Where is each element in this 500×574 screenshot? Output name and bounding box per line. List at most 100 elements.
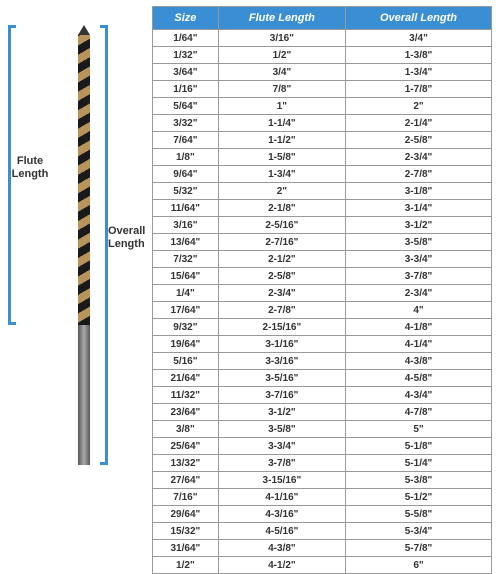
table-cell: 1-3/8" — [346, 47, 492, 64]
drill-diagram: FluteLength OverallLength — [0, 0, 150, 500]
table-row: 5/64"1"2" — [153, 98, 492, 115]
table-cell: 5-5/8" — [346, 506, 492, 523]
table-cell: 7/64" — [153, 132, 219, 149]
table-row: 1/2"4-1/2"6" — [153, 557, 492, 574]
table-cell: 1/2" — [153, 557, 219, 574]
table-cell: 25/64" — [153, 438, 219, 455]
table-cell: 5/32" — [153, 183, 219, 200]
table-row: 13/64"2-7/16"3-5/8" — [153, 234, 492, 251]
table-cell: 7/32" — [153, 251, 219, 268]
table-row: 11/64"2-1/8"3-1/4" — [153, 200, 492, 217]
table-cell: 4-7/8" — [346, 404, 492, 421]
table-cell: 3-7/8" — [218, 455, 345, 472]
table-cell: 4-3/16" — [218, 506, 345, 523]
table-cell: 2-5/8" — [346, 132, 492, 149]
table-row: 15/64"2-5/8"3-7/8" — [153, 268, 492, 285]
table-cell: 5-7/8" — [346, 540, 492, 557]
table-row: 3/8"3-5/8"5" — [153, 421, 492, 438]
table-row: 29/64"4-3/16"5-5/8" — [153, 506, 492, 523]
table-cell: 5-3/8" — [346, 472, 492, 489]
table-row: 1/64"3/16"3/4" — [153, 30, 492, 47]
table-cell: 9/64" — [153, 166, 219, 183]
table-cell: 4-3/8" — [218, 540, 345, 557]
table-cell: 3-1/8" — [346, 183, 492, 200]
table-row: 31/64"4-3/8"5-7/8" — [153, 540, 492, 557]
table-row: 17/64"2-7/8"4" — [153, 302, 492, 319]
table-cell: 19/64" — [153, 336, 219, 353]
table-cell: 17/64" — [153, 302, 219, 319]
table-row: 1/8"1-5/8"2-3/4" — [153, 149, 492, 166]
table-cell: 2-1/4" — [346, 115, 492, 132]
size-table-section: Size Flute Length Overall Length 1/64"3/… — [150, 0, 500, 500]
table-header-row: Size Flute Length Overall Length — [153, 7, 492, 30]
table-cell: 3-1/4" — [346, 200, 492, 217]
table-cell: 2-5/16" — [218, 217, 345, 234]
table-row: 3/32"1-1/4"2-1/4" — [153, 115, 492, 132]
table-cell: 1-7/8" — [346, 81, 492, 98]
table-cell: 13/64" — [153, 234, 219, 251]
table-cell: 5-3/4" — [346, 523, 492, 540]
table-row: 27/64"3-15/16"5-3/8" — [153, 472, 492, 489]
table-row: 19/64"3-1/16"4-1/4" — [153, 336, 492, 353]
table-row: 1/32"1/2"1-3/8" — [153, 47, 492, 64]
table-cell: 1-3/4" — [346, 64, 492, 81]
drill-flute — [78, 35, 90, 325]
overall-length-indicator: OverallLength — [100, 25, 145, 465]
table-row: 15/32"4-5/16"5-3/4" — [153, 523, 492, 540]
table-cell: 3/16" — [153, 217, 219, 234]
table-cell: 5-1/4" — [346, 455, 492, 472]
table-cell: 5" — [346, 421, 492, 438]
table-row: 3/16"2-5/16"3-1/2" — [153, 217, 492, 234]
table-cell: 15/32" — [153, 523, 219, 540]
table-cell: 3-3/4" — [218, 438, 345, 455]
table-cell: 2-7/16" — [218, 234, 345, 251]
table-cell: 3/16" — [218, 30, 345, 47]
table-row: 9/64"1-3/4"2-7/8" — [153, 166, 492, 183]
table-cell: 2-3/4" — [218, 285, 345, 302]
table-cell: 29/64" — [153, 506, 219, 523]
table-cell: 2-1/2" — [218, 251, 345, 268]
table-cell: 13/32" — [153, 455, 219, 472]
table-cell: 2-3/4" — [346, 149, 492, 166]
drill-bit-image — [75, 25, 93, 465]
table-cell: 4-1/8" — [346, 319, 492, 336]
table-cell: 4-5/16" — [218, 523, 345, 540]
table-cell: 1/8" — [153, 149, 219, 166]
table-cell: 4-1/16" — [218, 489, 345, 506]
col-overall-length: Overall Length — [346, 7, 492, 30]
table-cell: 5/64" — [153, 98, 219, 115]
table-cell: 4-1/4" — [346, 336, 492, 353]
table-cell: 1" — [218, 98, 345, 115]
table-cell: 3-5/8" — [346, 234, 492, 251]
table-cell: 15/64" — [153, 268, 219, 285]
table-cell: 3/4" — [218, 64, 345, 81]
table-cell: 23/64" — [153, 404, 219, 421]
table-cell: 1-5/8" — [218, 149, 345, 166]
table-cell: 4-3/8" — [346, 353, 492, 370]
table-cell: 1-1/2" — [218, 132, 345, 149]
table-cell: 3-1/16" — [218, 336, 345, 353]
table-cell: 3-3/4" — [346, 251, 492, 268]
table-cell: 11/64" — [153, 200, 219, 217]
table-row: 13/32"3-7/8"5-1/4" — [153, 455, 492, 472]
table-cell: 31/64" — [153, 540, 219, 557]
table-cell: 1-1/4" — [218, 115, 345, 132]
table-cell: 2-5/8" — [218, 268, 345, 285]
table-cell: 2" — [346, 98, 492, 115]
drill-tip — [78, 25, 90, 35]
col-size: Size — [153, 7, 219, 30]
table-row: 11/32"3-7/16"4-3/4" — [153, 387, 492, 404]
table-cell: 1/16" — [153, 81, 219, 98]
drill-shank — [78, 325, 90, 465]
table-cell: 1/4" — [153, 285, 219, 302]
table-row: 3/64"3/4"1-3/4" — [153, 64, 492, 81]
table-cell: 3/4" — [346, 30, 492, 47]
table-cell: 1/2" — [218, 47, 345, 64]
table-cell: 4-1/2" — [218, 557, 345, 574]
table-cell: 1/64" — [153, 30, 219, 47]
table-cell: 2-7/8" — [218, 302, 345, 319]
flute-length-label: FluteLength — [5, 155, 55, 181]
table-cell: 3-1/2" — [346, 217, 492, 234]
col-flute-length: Flute Length — [218, 7, 345, 30]
table-cell: 6" — [346, 557, 492, 574]
